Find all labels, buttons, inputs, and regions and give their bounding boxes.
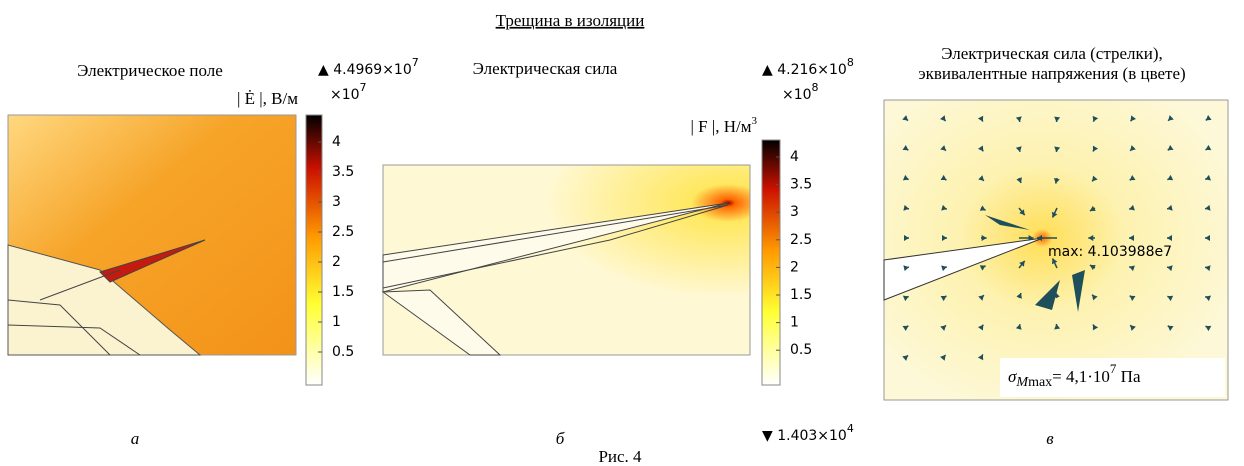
colorbar-multiplier-exponent: 7 — [360, 81, 367, 94]
colorbar-max-text: ▲ 4.216×10 — [762, 62, 847, 78]
colorbar-tick-label: 2.5 — [332, 224, 354, 240]
colorbar-multiplier-text: ×10 — [330, 87, 360, 103]
colorbar-tick-label: 0.5 — [332, 344, 354, 360]
force-image — [383, 165, 750, 355]
colorbar-tick-label: 1 — [790, 315, 799, 331]
colorbar-tick-label: 3 — [332, 194, 341, 210]
colorbar-max: ▲ 4.216×108 — [762, 56, 854, 78]
colorbar-multiplier-exponent: 8 — [812, 81, 819, 94]
panel-heading: Электрическая сила (стрелки), — [941, 44, 1163, 63]
figure: Трещина в изоляции Рис. 4 Электрическое … — [0, 0, 1244, 466]
panel-heading: Электрическое поле — [77, 61, 223, 80]
quantity-label-exponent: 3 — [752, 115, 758, 127]
colorbar-multiplier: ×107 — [330, 81, 367, 103]
colorbar-tick-label: 2.5 — [790, 232, 812, 248]
quantity-label: | F |, Н/м3 — [690, 115, 757, 136]
colorbar — [306, 115, 322, 385]
colorbar-tick-label: 4 — [790, 149, 799, 165]
colorbar-tick-label: 2 — [332, 254, 341, 270]
panel-heading: Электрическая сила — [473, 59, 618, 78]
colorbar-tick-label: 3 — [790, 204, 799, 220]
panel-heading: эквивалентные напряжения (в цвете) — [918, 64, 1185, 83]
panel-caption: в — [1046, 429, 1054, 448]
stress-subsubscript: max — [1028, 375, 1052, 390]
colorbar-tick-label: 1.5 — [332, 284, 354, 300]
colorbar-tick-label: 1 — [332, 314, 341, 330]
panel-caption: а — [131, 429, 140, 448]
figure-title: Трещина в изоляции — [496, 11, 645, 30]
colorbar-min-text: ▼ 1.403×10 — [762, 428, 847, 444]
colorbar-tick-label: 1.5 — [790, 287, 812, 303]
colorbar-tick-label: 0.5 — [790, 342, 812, 358]
quantity-label: | Ė |, В/м — [237, 89, 298, 108]
colorbar-multiplier-text: ×10 — [782, 87, 812, 103]
colorbar-tick-label: 3.5 — [332, 164, 354, 180]
quantity-label-text: | F |, Н/м — [690, 117, 751, 136]
panel-caption: б — [556, 429, 565, 448]
colorbar-max-exponent: 8 — [847, 56, 854, 69]
figure-caption: Рис. 4 — [598, 447, 642, 466]
colorbar-multiplier: ×108 — [782, 81, 819, 103]
stress-unit: Па — [1116, 367, 1141, 386]
colorbar-tick-label: 2 — [790, 259, 799, 275]
colorbar-tick-label: 3.5 — [790, 177, 812, 193]
stress-text: = 4,1·10 — [1052, 367, 1110, 386]
colorbar-min: ▼ 1.403×104 — [762, 422, 854, 444]
colorbar-min-exponent: 4 — [847, 422, 854, 435]
colorbar — [762, 140, 780, 385]
colorbar-max-text: ▲ 4.4969×10 — [318, 62, 412, 78]
field-image — [8, 115, 296, 355]
colorbar-max-exponent: 7 — [412, 56, 419, 69]
colorbar-tick-label: 4 — [332, 134, 341, 150]
colorbar-max: ▲ 4.4969×107 — [318, 56, 419, 78]
max-annotation: max: 4.103988e7 — [1048, 244, 1172, 260]
